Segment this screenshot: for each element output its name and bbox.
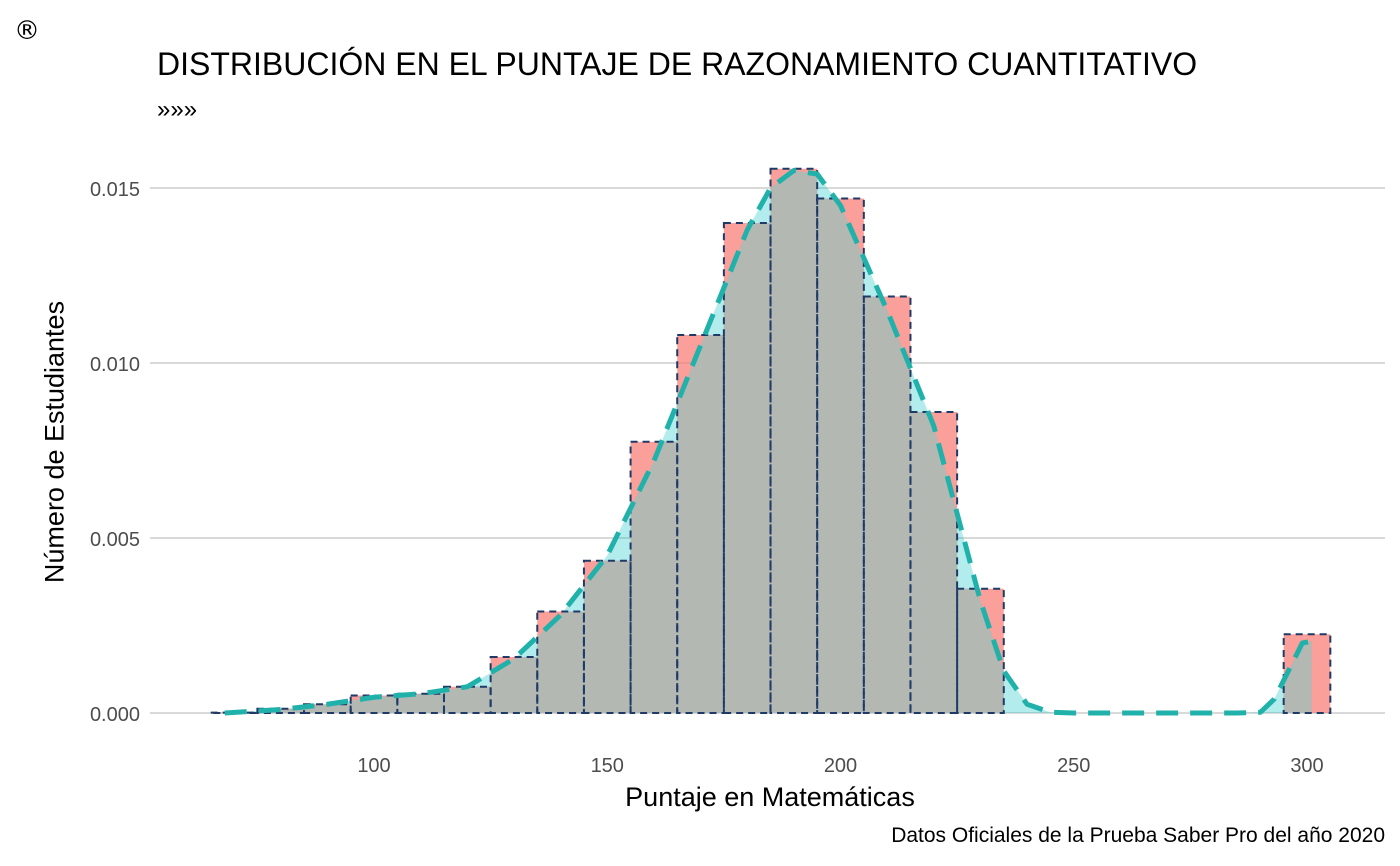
bar-outlines xyxy=(209,167,1332,715)
x-tick-label: 300 xyxy=(1290,755,1323,777)
overlap-bar xyxy=(583,560,631,713)
bar-outline xyxy=(256,707,306,714)
density-line xyxy=(224,168,1313,716)
bar-outline xyxy=(816,197,865,714)
bar-outline xyxy=(582,559,632,714)
bar-outline xyxy=(676,334,725,714)
bar-outline xyxy=(1282,633,1332,714)
x-axis-label: Puntaje en Matemáticas xyxy=(625,782,915,812)
y-tick-label: 0.000 xyxy=(90,704,140,726)
overlap-bar xyxy=(723,223,771,713)
y-axis-label: Número de Estudiantes xyxy=(39,300,70,584)
overlap-bar xyxy=(817,198,864,713)
overlap-bar xyxy=(304,704,351,713)
y-tick-label: 0.015 xyxy=(90,179,140,201)
chart-subtitle: »»» xyxy=(157,96,198,123)
overlap-bar xyxy=(770,170,818,713)
x-tick-label: 150 xyxy=(591,755,624,777)
x-tick-label: 250 xyxy=(1057,755,1090,777)
overlap-bar xyxy=(863,296,911,713)
bar-outline xyxy=(956,587,1005,714)
bar-outline xyxy=(909,411,959,714)
x-tick-label: 200 xyxy=(824,755,857,777)
registered-mark-icon: ® xyxy=(14,16,40,46)
x-tick-label: 100 xyxy=(357,755,390,777)
axis-tick-labels: 0.000 0.005 0.010 0.015 100 150 200 250 300 xyxy=(90,179,1324,777)
bar-outline xyxy=(303,703,352,714)
bar-outline xyxy=(536,610,585,714)
overlap-bar xyxy=(397,693,444,713)
density-curve xyxy=(224,168,1313,716)
overlap-bar xyxy=(443,686,491,713)
bar-outline xyxy=(442,685,492,714)
bar-outline xyxy=(349,694,399,714)
y-tick-label: 0.010 xyxy=(90,354,140,376)
overlap-bar xyxy=(257,708,305,713)
overlap-bar xyxy=(677,335,724,713)
overlap-bars xyxy=(224,170,1312,713)
chart-caption: Datos Oficiales de la Prueba Saber Pro d… xyxy=(891,824,1385,847)
y-tick-label: 0.005 xyxy=(90,529,140,551)
bar-outline xyxy=(396,692,445,714)
chart-title: DISTRIBUCIÓN EN EL PUNTAJE DE RAZONAMIEN… xyxy=(157,46,1198,82)
